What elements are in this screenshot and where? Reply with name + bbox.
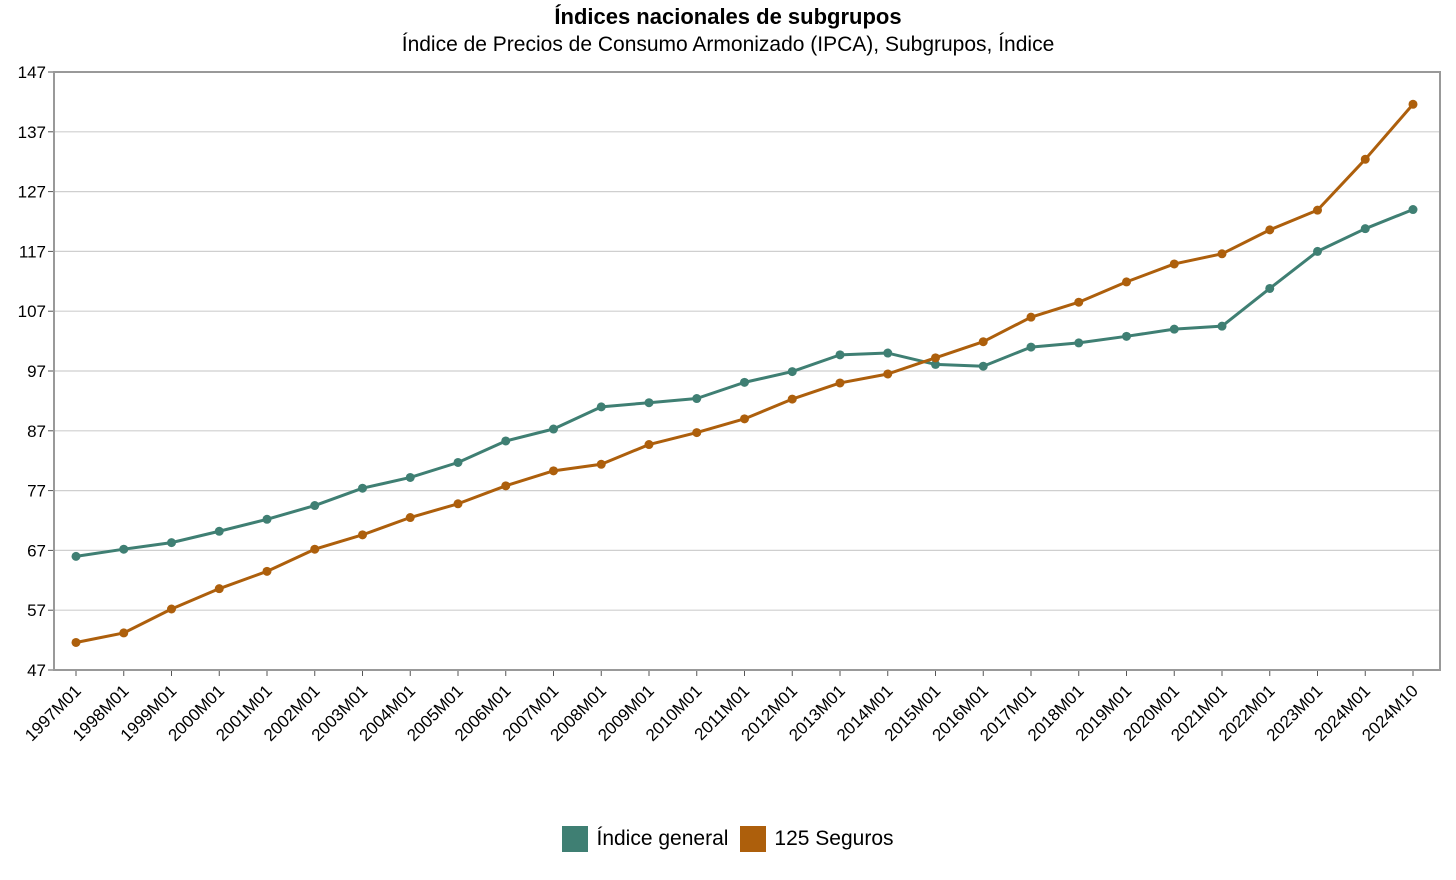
data-point[interactable] xyxy=(740,377,749,387)
data-point[interactable] xyxy=(1122,277,1131,287)
data-point[interactable] xyxy=(596,402,606,412)
data-point[interactable] xyxy=(692,394,702,404)
legend-swatch-indice-general xyxy=(562,826,589,852)
data-point[interactable] xyxy=(1265,225,1275,235)
legend-label-125-seguros: 125 Seguros xyxy=(774,827,894,850)
y-tick-label: 127 xyxy=(18,183,46,202)
y-tick-label: 77 xyxy=(27,482,46,501)
data-point[interactable] xyxy=(310,544,320,554)
legend-item-125-seguros[interactable]: 125 Seguros xyxy=(740,826,894,852)
y-tick-label: 107 xyxy=(18,302,46,321)
data-point[interactable] xyxy=(1408,205,1418,215)
y-tick-label: 137 xyxy=(18,123,46,142)
data-point[interactable] xyxy=(262,566,272,576)
data-point[interactable] xyxy=(262,514,272,524)
data-point[interactable] xyxy=(1360,224,1370,234)
data-point[interactable] xyxy=(119,544,129,554)
series-1 xyxy=(71,99,1418,647)
data-point[interactable] xyxy=(1217,249,1227,259)
legend-swatch-125-seguros xyxy=(740,826,767,852)
y-tick-label: 67 xyxy=(27,541,46,560)
data-point[interactable] xyxy=(1408,99,1418,109)
data-point[interactable] xyxy=(501,436,511,446)
series-lines xyxy=(71,99,1418,647)
series-line xyxy=(75,103,1415,644)
y-tick-label: 87 xyxy=(27,422,46,441)
data-point[interactable] xyxy=(1313,246,1322,256)
data-point[interactable] xyxy=(978,361,988,371)
data-point[interactable] xyxy=(1265,283,1275,293)
data-point[interactable] xyxy=(931,353,940,363)
data-point[interactable] xyxy=(1122,331,1131,341)
data-point[interactable] xyxy=(1026,342,1036,352)
data-point[interactable] xyxy=(1313,205,1322,215)
legend-item-indice-general[interactable]: Índice general xyxy=(562,826,728,852)
grid-lines xyxy=(54,71,1440,671)
data-point[interactable] xyxy=(835,378,845,388)
y-tick-label: 117 xyxy=(19,242,46,261)
legend: Índice general 125 Seguros xyxy=(0,826,1456,852)
data-point[interactable] xyxy=(1074,297,1084,307)
series-0 xyxy=(71,205,1418,561)
data-point[interactable] xyxy=(835,350,845,360)
data-point[interactable] xyxy=(549,466,558,476)
data-point[interactable] xyxy=(1360,154,1370,164)
y-axis-tick-labels: 47 57 67 77 87 97 107 117 127 137 147 xyxy=(18,63,46,680)
data-point[interactable] xyxy=(214,584,224,594)
data-point[interactable] xyxy=(1026,312,1036,322)
data-point[interactable] xyxy=(644,440,654,450)
data-point[interactable] xyxy=(931,359,940,369)
data-point[interactable] xyxy=(310,501,320,511)
data-point[interactable] xyxy=(358,530,367,540)
data-point[interactable] xyxy=(549,424,558,434)
data-point[interactable] xyxy=(787,394,797,404)
data-point[interactable] xyxy=(501,481,511,491)
data-point[interactable] xyxy=(1217,321,1227,331)
data-point[interactable] xyxy=(883,348,893,358)
data-point[interactable] xyxy=(119,628,129,638)
data-point[interactable] xyxy=(978,337,988,347)
data-point[interactable] xyxy=(596,459,606,469)
data-point[interactable] xyxy=(453,499,463,509)
data-point[interactable] xyxy=(1169,259,1179,269)
legend-label-indice-general: Índice general xyxy=(596,827,729,850)
data-point[interactable] xyxy=(214,526,224,536)
plot-frame xyxy=(53,71,1441,671)
data-point[interactable] xyxy=(740,414,749,424)
data-point[interactable] xyxy=(71,551,81,561)
data-point[interactable] xyxy=(1074,338,1084,348)
data-point[interactable] xyxy=(405,472,415,482)
chart-title: Índices nacionales de subgrupos xyxy=(554,4,902,29)
data-point[interactable] xyxy=(1169,324,1179,334)
data-point[interactable] xyxy=(883,369,893,379)
y-tick-label: 47 xyxy=(27,661,46,680)
data-point[interactable] xyxy=(167,538,176,548)
data-point[interactable] xyxy=(787,367,797,377)
axes xyxy=(48,71,1414,676)
data-point[interactable] xyxy=(453,457,463,467)
data-point[interactable] xyxy=(405,513,415,523)
data-point[interactable] xyxy=(644,398,654,408)
data-point[interactable] xyxy=(71,637,81,647)
chart-subtitle: Índice de Precios de Consumo Armonizado … xyxy=(401,33,1055,56)
y-tick-label: 57 xyxy=(27,601,46,620)
x-axis-tick-labels: 1997M011998M011999M012000M012001M012002M… xyxy=(21,681,1422,745)
y-tick-label: 147 xyxy=(18,63,46,82)
data-point[interactable] xyxy=(167,604,176,614)
data-point[interactable] xyxy=(692,428,702,438)
data-point[interactable] xyxy=(358,483,367,493)
y-tick-label: 97 xyxy=(27,362,46,381)
